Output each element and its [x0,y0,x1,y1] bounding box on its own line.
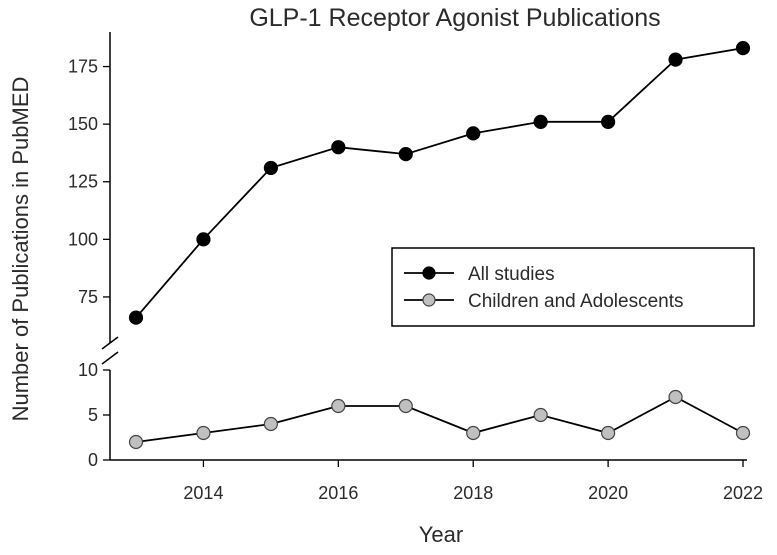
series-layer [128,41,751,450]
data-point-all-studies [128,310,144,325]
x-tick-label: 2020 [588,483,628,503]
chart-title: GLP-1 Receptor Agonist Publications [249,4,660,32]
legend: All studies Children and Adolescents [391,247,755,327]
axis-break-mark [101,336,119,350]
data-point-children [128,434,144,450]
data-point-all-studies [398,146,413,162]
y-tick-label: 75 [78,287,98,307]
y-tick-label: 175 [68,57,98,77]
series-line-all-studies [135,47,744,319]
x-tick-label: 2022 [723,483,763,503]
legend-label-all-studies: All studies [468,264,555,285]
data-point-all-studies [735,41,751,56]
data-point-children [263,416,278,432]
x-tick-label: 2014 [183,483,223,503]
y-axis-label: Number of Publications in PubMED [8,77,33,422]
data-point-children [398,398,413,414]
legend-box [391,247,755,327]
x-tick-label: 2018 [453,483,493,503]
data-point-children [668,389,683,405]
data-point-all-studies [196,232,211,247]
legend-label-children: Children and Adolescents [468,291,683,312]
y-tick-label: 0 [88,450,98,470]
y-tick-label: 125 [68,172,98,192]
legend-marker-all-studies [422,266,436,280]
data-point-all-studies [331,140,346,155]
x-axis-label: Year [419,522,463,547]
y-tick-label: 5 [88,405,98,425]
data-point-children [735,425,751,441]
data-point-children [331,398,346,414]
data-point-children [533,407,548,423]
data-point-children [466,425,481,441]
series-line-children [135,395,744,443]
data-point-all-studies [668,52,683,67]
axis-break-mark [101,351,119,365]
data-point-all-studies [601,114,616,129]
legend-marker-children [422,293,436,307]
data-point-all-studies [533,114,548,129]
data-point-children [196,425,211,441]
y-tick-label: 150 [68,114,98,134]
data-point-children [601,425,616,441]
axes: 75 100 125 150 175 0 5 10 2014 2016 2018 2020 2022 [68,32,763,503]
data-point-all-studies [263,160,278,176]
x-tick-label: 2016 [318,483,358,503]
data-point-all-studies [466,126,481,141]
y-tick-label: 10 [78,360,98,380]
y-tick-label: 100 [68,229,98,249]
